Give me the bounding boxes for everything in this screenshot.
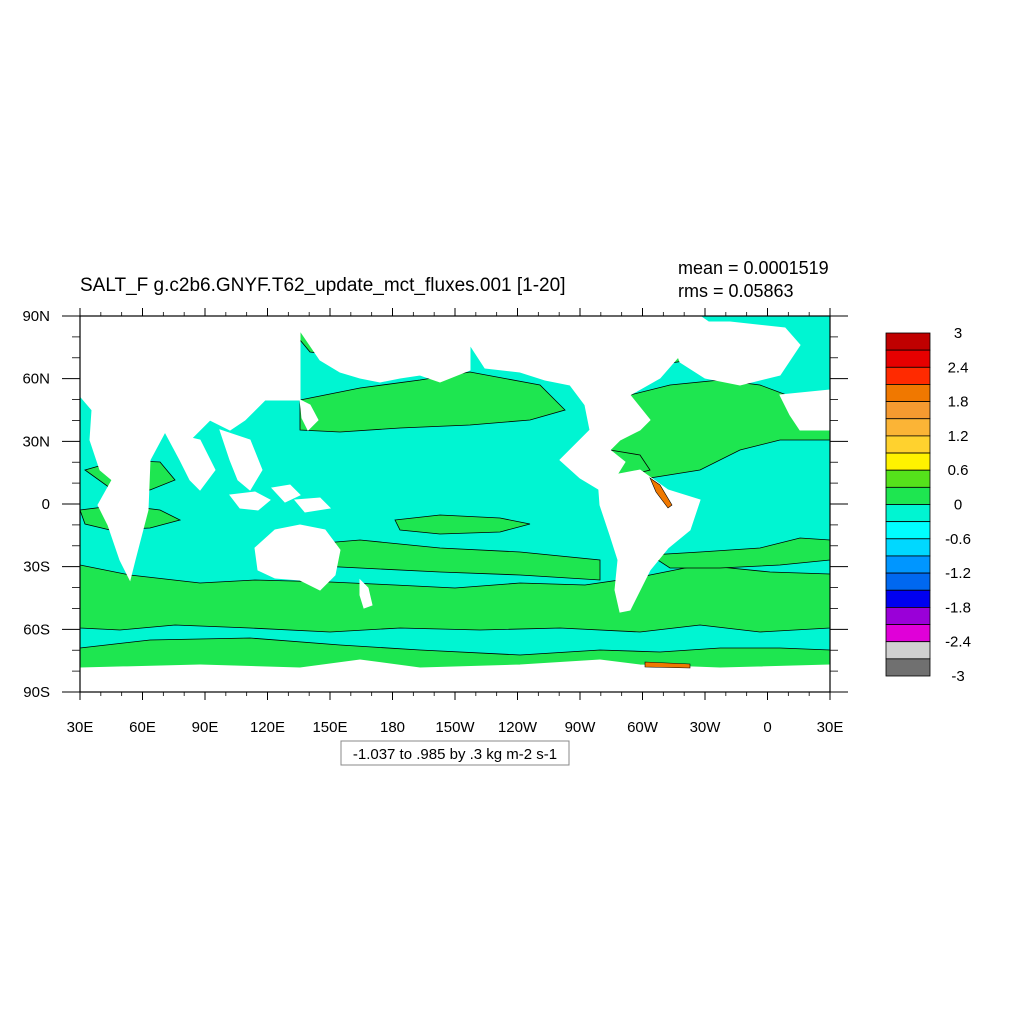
lat-label: 30S xyxy=(23,559,50,576)
colorbar-label: -2.4 xyxy=(945,634,971,651)
colorbar-swatch xyxy=(885,401,931,420)
lon-label: 150W xyxy=(435,719,475,736)
axis-ticks xyxy=(62,308,848,700)
antarctic-high-flux-feature xyxy=(644,661,691,669)
latitude-labels: 90N 60N 30N 0 30S 60S 90S xyxy=(22,308,50,701)
lat-label: 90S xyxy=(23,684,50,701)
colorbar-label: -1.2 xyxy=(945,565,971,582)
longitude-labels: 30E 60E 90E 120E 150E 180 150W 120W 90W 60W 30W 0 30… xyxy=(67,719,844,736)
colorbar-swatch xyxy=(885,435,931,454)
lon-label: 30E xyxy=(67,719,94,736)
lon-label: 120E xyxy=(250,719,285,736)
plot-title: SALT_F g.c2b6.GNYF.T62_update_mct_fluxes… xyxy=(80,275,565,296)
lon-label: 30E xyxy=(817,719,844,736)
colorbar-swatch xyxy=(885,384,931,403)
colorbar-swatch xyxy=(885,418,931,437)
lon-label: 90W xyxy=(565,719,597,736)
colorbar-swatch xyxy=(885,555,931,574)
colorbar-swatch xyxy=(885,349,931,368)
map-plot-area xyxy=(80,316,830,692)
contour-info-text: -1.037 to .985 by .3 kg m-2 s-1 xyxy=(353,746,557,763)
colorbar-label: -0.6 xyxy=(945,531,971,548)
lat-label: 0 xyxy=(42,496,50,513)
colorbar-label: 2.4 xyxy=(948,359,969,376)
colorbar-label: 0.6 xyxy=(948,462,969,479)
colorbar-swatch xyxy=(885,486,931,505)
rms-value: rms = 0.05863 xyxy=(678,281,794,301)
colorbar-swatch xyxy=(885,538,931,557)
lon-label: 180 xyxy=(380,719,405,736)
colorbar-swatch xyxy=(885,521,931,540)
lat-label: 30N xyxy=(22,433,50,450)
colorbar-swatch xyxy=(885,624,931,643)
colorbar-label: 3 xyxy=(954,325,962,342)
colorbar-swatch xyxy=(885,572,931,591)
mean-value: mean = 0.0001519 xyxy=(678,258,829,278)
colorbar-swatch xyxy=(885,469,931,488)
colorbar-swatch xyxy=(885,589,931,608)
colorbar-swatch xyxy=(885,641,931,660)
contour-info-box xyxy=(340,740,570,766)
colorbar-label: -3 xyxy=(951,668,964,685)
lon-label: 90E xyxy=(192,719,219,736)
colorbar-swatch xyxy=(885,607,931,625)
land-masses xyxy=(80,316,830,692)
coastal-high-flux-feature xyxy=(649,477,673,509)
colorbar-swatch xyxy=(885,452,931,471)
lon-label: 120W xyxy=(498,719,538,736)
lat-label: 90N xyxy=(22,308,50,325)
lat-label: 60N xyxy=(22,371,50,388)
lon-label: 60W xyxy=(627,719,659,736)
colorbar-swatch xyxy=(885,658,931,677)
colorbar-label: -1.8 xyxy=(945,599,971,616)
colorbar-swatch xyxy=(885,504,931,523)
colorbar xyxy=(885,332,931,677)
lon-label: 30W xyxy=(690,719,722,736)
colorbar-label: 1.2 xyxy=(948,428,969,445)
lon-label: 0 xyxy=(763,719,771,736)
colorbar-labels: 3 2.4 1.8 1.2 0.6 0 -0.6 -1.2 -1.8 -2.4 -3 xyxy=(945,325,971,685)
colorbar-swatch xyxy=(885,332,931,351)
lat-label: 60S xyxy=(23,621,50,638)
colorbar-label: 1.8 xyxy=(948,394,969,411)
colorbar-swatch xyxy=(885,366,931,385)
colorbar-label: 0 xyxy=(954,497,962,514)
lon-label: 150E xyxy=(312,719,347,736)
lon-label: 60E xyxy=(129,719,156,736)
